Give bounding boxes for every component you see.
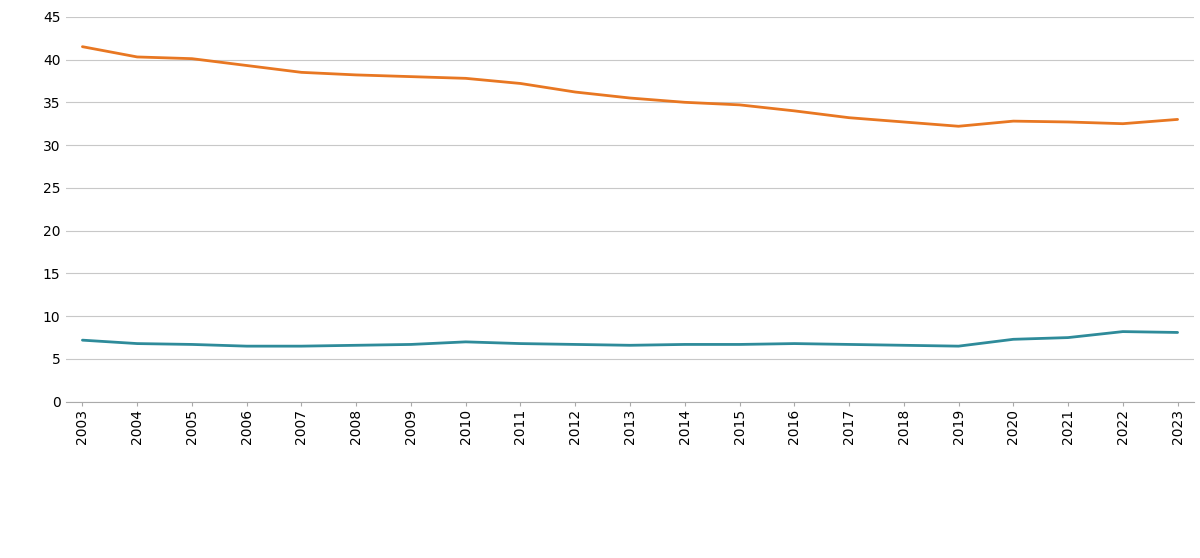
18–29 år bbox=[952, 343, 966, 349]
60–66 år bbox=[842, 114, 857, 121]
18–29 år bbox=[403, 341, 418, 348]
18–29 år bbox=[294, 343, 308, 349]
18–29 år bbox=[787, 340, 802, 347]
Line: 18–29 år: 18–29 år bbox=[83, 331, 1177, 346]
18–29 år bbox=[678, 341, 692, 348]
18–29 år bbox=[842, 341, 857, 348]
18–29 år bbox=[240, 343, 254, 349]
60–66 år bbox=[458, 75, 473, 81]
18–29 år bbox=[1061, 334, 1075, 341]
60–66 år bbox=[514, 80, 528, 87]
18–29 år bbox=[349, 342, 364, 349]
60–66 år bbox=[568, 89, 582, 95]
18–29 år bbox=[1170, 329, 1184, 336]
18–29 år bbox=[1006, 336, 1020, 343]
60–66 år bbox=[1116, 121, 1130, 127]
60–66 år bbox=[76, 44, 90, 50]
60–66 år bbox=[896, 119, 911, 126]
60–66 år bbox=[1006, 118, 1020, 124]
18–29 år bbox=[130, 340, 144, 347]
Line: 60–66 år: 60–66 år bbox=[83, 47, 1177, 126]
18–29 år bbox=[732, 341, 746, 348]
18–29 år bbox=[458, 339, 473, 345]
18–29 år bbox=[514, 340, 528, 347]
60–66 år bbox=[678, 99, 692, 105]
60–66 år bbox=[130, 54, 144, 60]
60–66 år bbox=[240, 62, 254, 69]
60–66 år bbox=[185, 55, 199, 62]
60–66 år bbox=[294, 69, 308, 76]
18–29 år bbox=[1116, 328, 1130, 335]
60–66 år bbox=[787, 108, 802, 114]
60–66 år bbox=[1061, 119, 1075, 126]
18–29 år bbox=[896, 342, 911, 349]
60–66 år bbox=[732, 102, 746, 108]
18–29 år bbox=[623, 342, 637, 349]
60–66 år bbox=[403, 73, 418, 80]
60–66 år bbox=[623, 95, 637, 102]
60–66 år bbox=[349, 71, 364, 78]
18–29 år bbox=[76, 337, 90, 344]
60–66 år bbox=[1170, 116, 1184, 123]
18–29 år bbox=[185, 341, 199, 348]
18–29 år bbox=[568, 341, 582, 348]
60–66 år bbox=[952, 123, 966, 129]
